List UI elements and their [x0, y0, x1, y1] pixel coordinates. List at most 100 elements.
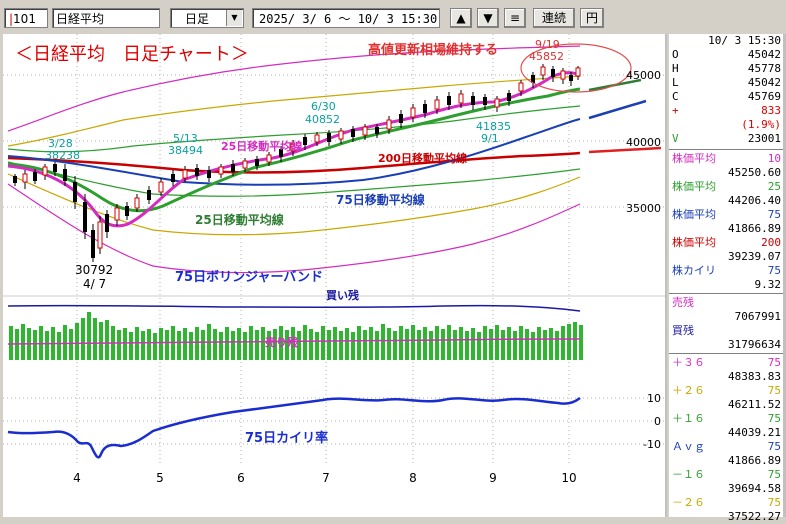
vol-bar: [357, 326, 361, 360]
menu-icon: ≡: [509, 11, 521, 25]
band-label: －１６: [672, 468, 705, 481]
vol-bar: [225, 327, 229, 360]
candle: [507, 93, 511, 101]
candle: [399, 114, 403, 123]
menu-button[interactable]: ≡: [504, 8, 526, 28]
month-axis: 4 5 6 7 8 9 10: [73, 471, 576, 485]
vol-bar: [75, 323, 79, 360]
vol-bar: [255, 330, 259, 360]
vol-bar: [339, 331, 343, 360]
vol-bar: [21, 324, 25, 360]
chevron-down-icon[interactable]: ▼: [226, 10, 242, 26]
yen-button[interactable]: 円: [580, 8, 604, 28]
chart-area[interactable]: 45000 40000 35000 10 0 -10 4 5 6 7 8 9 1…: [3, 34, 667, 517]
vol-bar: [495, 325, 499, 360]
band-plus1: [7, 105, 581, 153]
vol-bar: [369, 327, 373, 360]
ma200-label: 200日移動平均線: [378, 151, 467, 165]
record-note: 高値更新相場維持する: [368, 42, 498, 58]
candle: [158, 181, 164, 193]
vol-bar: [399, 326, 403, 360]
candle: [471, 96, 475, 105]
ma75-label: 75日移動平均線: [336, 192, 425, 207]
band-period: 75: [767, 356, 781, 369]
vol-bar: [345, 328, 349, 360]
change-pct-row: (1.9%): [669, 118, 783, 132]
candle: [182, 169, 188, 179]
continuous-button[interactable]: 連続: [533, 8, 575, 28]
buy-row: 買残: [669, 324, 783, 338]
month-tick: 10: [561, 471, 576, 485]
vol-bar: [57, 332, 61, 360]
ohlc-low: L 45042: [669, 76, 783, 90]
vol-bar: [117, 330, 121, 360]
candle: [575, 67, 581, 77]
vol-bar: [435, 326, 439, 360]
peak-date: 9/19: [535, 38, 560, 51]
vol-bar: [549, 328, 553, 360]
band-value: 39694.58: [728, 482, 781, 495]
sell-balance-line: [7, 338, 581, 345]
band-row: ＋１６ 75: [669, 412, 783, 426]
panel-scrollbar[interactable]: [783, 34, 786, 517]
ohlc-value: 45042: [747, 48, 781, 61]
highlight-ellipse: [520, 43, 632, 93]
ma-period: 200: [761, 236, 781, 249]
period-select[interactable]: 日足 ▼: [170, 8, 244, 28]
vol-bar: [573, 322, 577, 360]
ma75-value-row: 41866.89: [669, 222, 783, 236]
sell-balance-label: 売り残: [265, 335, 298, 349]
candle: [551, 69, 555, 77]
candle: [458, 93, 464, 104]
candle: [279, 149, 283, 157]
vol-bar: [153, 333, 157, 360]
vol-bar: [471, 328, 475, 360]
vol-bar: [453, 330, 457, 360]
band-plus3: [7, 45, 581, 132]
band-label: －２６: [672, 496, 705, 509]
chart-svg[interactable]: 45000 40000 35000 10 0 -10 4 5 6 7 8 9 1…: [3, 34, 667, 517]
band-row: －２６ 75: [669, 496, 783, 510]
peak-value: 40852: [305, 113, 340, 126]
scroll-down-button[interactable]: ▼: [477, 8, 499, 28]
vol-bar: [177, 331, 181, 360]
buy-balance-label: 買い残: [326, 288, 359, 302]
ohlc-value: 45769: [747, 90, 781, 103]
ma-value: 41866.89: [728, 222, 781, 235]
band-period: 75: [767, 384, 781, 397]
candle: [518, 82, 524, 92]
period-value: 日足: [185, 12, 210, 26]
band-value-row: 46211.52: [669, 398, 783, 412]
ma200-value-row: 39239.07: [669, 250, 783, 264]
symbol-name-box[interactable]: 日経平均: [52, 8, 160, 28]
vol-bar: [459, 327, 463, 360]
ohlc-open: O 45042: [669, 48, 783, 62]
date-range-box[interactable]: 2025/ 3/ 6 〜 10/ 3 15:30: [252, 8, 440, 28]
kaili-tick: -10: [643, 438, 661, 451]
candle: [569, 75, 573, 81]
band-row: －１６ 75: [669, 468, 783, 482]
date-range: 2025/ 3/ 6 〜 10/ 3 15:30: [259, 12, 438, 26]
sell-value-row: 7067991: [669, 310, 783, 324]
vol-bar: [195, 327, 199, 360]
band-value-row: 48383.83: [669, 370, 783, 384]
price-tick: 40000: [626, 136, 661, 149]
vol-bar: [213, 329, 217, 360]
candle: [13, 176, 17, 183]
datetime-text: 10/ 3 15:30: [708, 34, 781, 47]
candle: [91, 230, 95, 258]
candle: [83, 202, 87, 232]
candle: [33, 172, 37, 181]
band-period: 75: [767, 496, 781, 509]
candle: [218, 166, 224, 175]
scroll-up-button[interactable]: ▲: [450, 8, 472, 28]
code-box[interactable]: |101: [4, 8, 48, 28]
kaili-line: [7, 397, 581, 459]
vol-bar: [285, 330, 289, 360]
candle: [73, 182, 77, 202]
vol-bar: [507, 327, 511, 360]
vol-bar: [147, 329, 151, 360]
vol-bar: [489, 329, 493, 360]
info-panel: 10/ 3 15:30 O 45042 H 45778 L 45042 C 45769 …: [669, 34, 786, 523]
month-tick: 6: [237, 471, 245, 485]
